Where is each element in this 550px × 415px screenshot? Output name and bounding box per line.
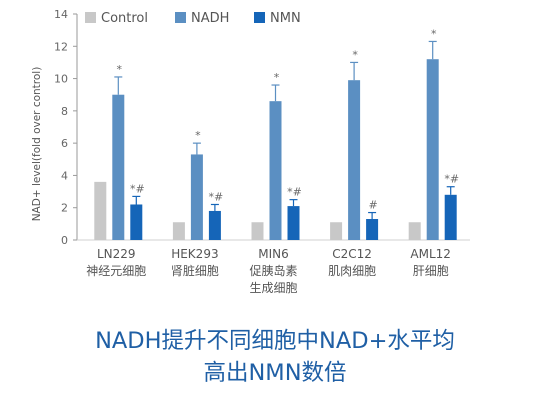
legend-label-nmn: NMN (270, 11, 301, 26)
x-tick-label: 生成细胞 (249, 281, 297, 295)
legend-label-nadh: NADH (191, 11, 229, 26)
x-tick-label: LN229 (97, 247, 136, 261)
significance-label: # (368, 199, 377, 212)
significance-label: * (195, 129, 201, 142)
bar-control (172, 222, 185, 240)
x-tick-label: C2C12 (332, 247, 372, 261)
x-tick-label: HEK293 (171, 247, 218, 261)
caption: NADH提升不同细胞中NAD+水平均 高出NMN数倍 (0, 325, 550, 389)
bar-nadh (426, 59, 439, 241)
x-tick-label: MIN6 (258, 247, 289, 261)
legend: Control NADH NMN (85, 11, 301, 26)
bar-control (408, 222, 421, 240)
significance-label: *# (209, 190, 224, 203)
bar-nadh (348, 80, 361, 240)
caption-line-1: NADH提升不同细胞中NAD+水平均 (95, 328, 455, 354)
significance-label: * (352, 48, 358, 61)
y-tick-label: 4 (61, 169, 68, 182)
bar-chart: Control NADH NMN 0 2 4 6 8 10 12 14 NAD+ level(fo… (31, 8, 470, 295)
bar-nmn (130, 204, 143, 240)
x-tick-label: 肌肉细胞 (328, 264, 376, 278)
bar-nadh (112, 94, 125, 240)
x-tick-label: 肾脏细胞 (171, 263, 219, 278)
bar-nmn (366, 219, 379, 240)
significance-label: * (431, 27, 437, 40)
x-tick-label: AML12 (410, 247, 451, 261)
caption-line-2: 高出NMN数倍 (203, 360, 347, 386)
bar-nmn (287, 206, 300, 240)
y-tick-label: 0 (61, 234, 68, 247)
y-tick-label: 14 (54, 8, 68, 21)
bar-control (94, 181, 107, 240)
bar-nmn (444, 194, 457, 240)
y-tick-label: 12 (54, 40, 68, 53)
bar-control (251, 222, 264, 240)
significance-label: * (274, 71, 280, 84)
significance-label: *# (130, 182, 145, 195)
significance-label: * (117, 63, 123, 76)
y-tick-label: 8 (61, 105, 68, 118)
bars: **#**#**#*#**# (94, 27, 459, 241)
significance-label: *# (287, 186, 302, 199)
legend-swatch-nadh (175, 12, 186, 23)
x-tick-label: 促胰岛素 (249, 263, 297, 278)
bar-nadh (269, 101, 282, 241)
legend-label-control: Control (101, 11, 148, 26)
y-tick-label: 10 (54, 73, 68, 86)
x-tick-label: 肝细胞 (413, 264, 449, 278)
legend-swatch-nmn (254, 12, 265, 23)
significance-label: *# (444, 173, 459, 186)
bar-nadh (190, 154, 203, 240)
y-tick-label: 6 (61, 137, 68, 150)
legend-swatch-control (85, 12, 96, 23)
x-tick-label: 神经元细胞 (86, 264, 146, 278)
bar-nmn (208, 210, 221, 240)
y-tick-label: 2 (61, 202, 68, 215)
bar-control (330, 222, 343, 240)
y-axis: 0 2 4 6 8 10 12 14 (54, 8, 470, 247)
y-axis-label: NAD+ level(fold over control) (31, 67, 43, 222)
